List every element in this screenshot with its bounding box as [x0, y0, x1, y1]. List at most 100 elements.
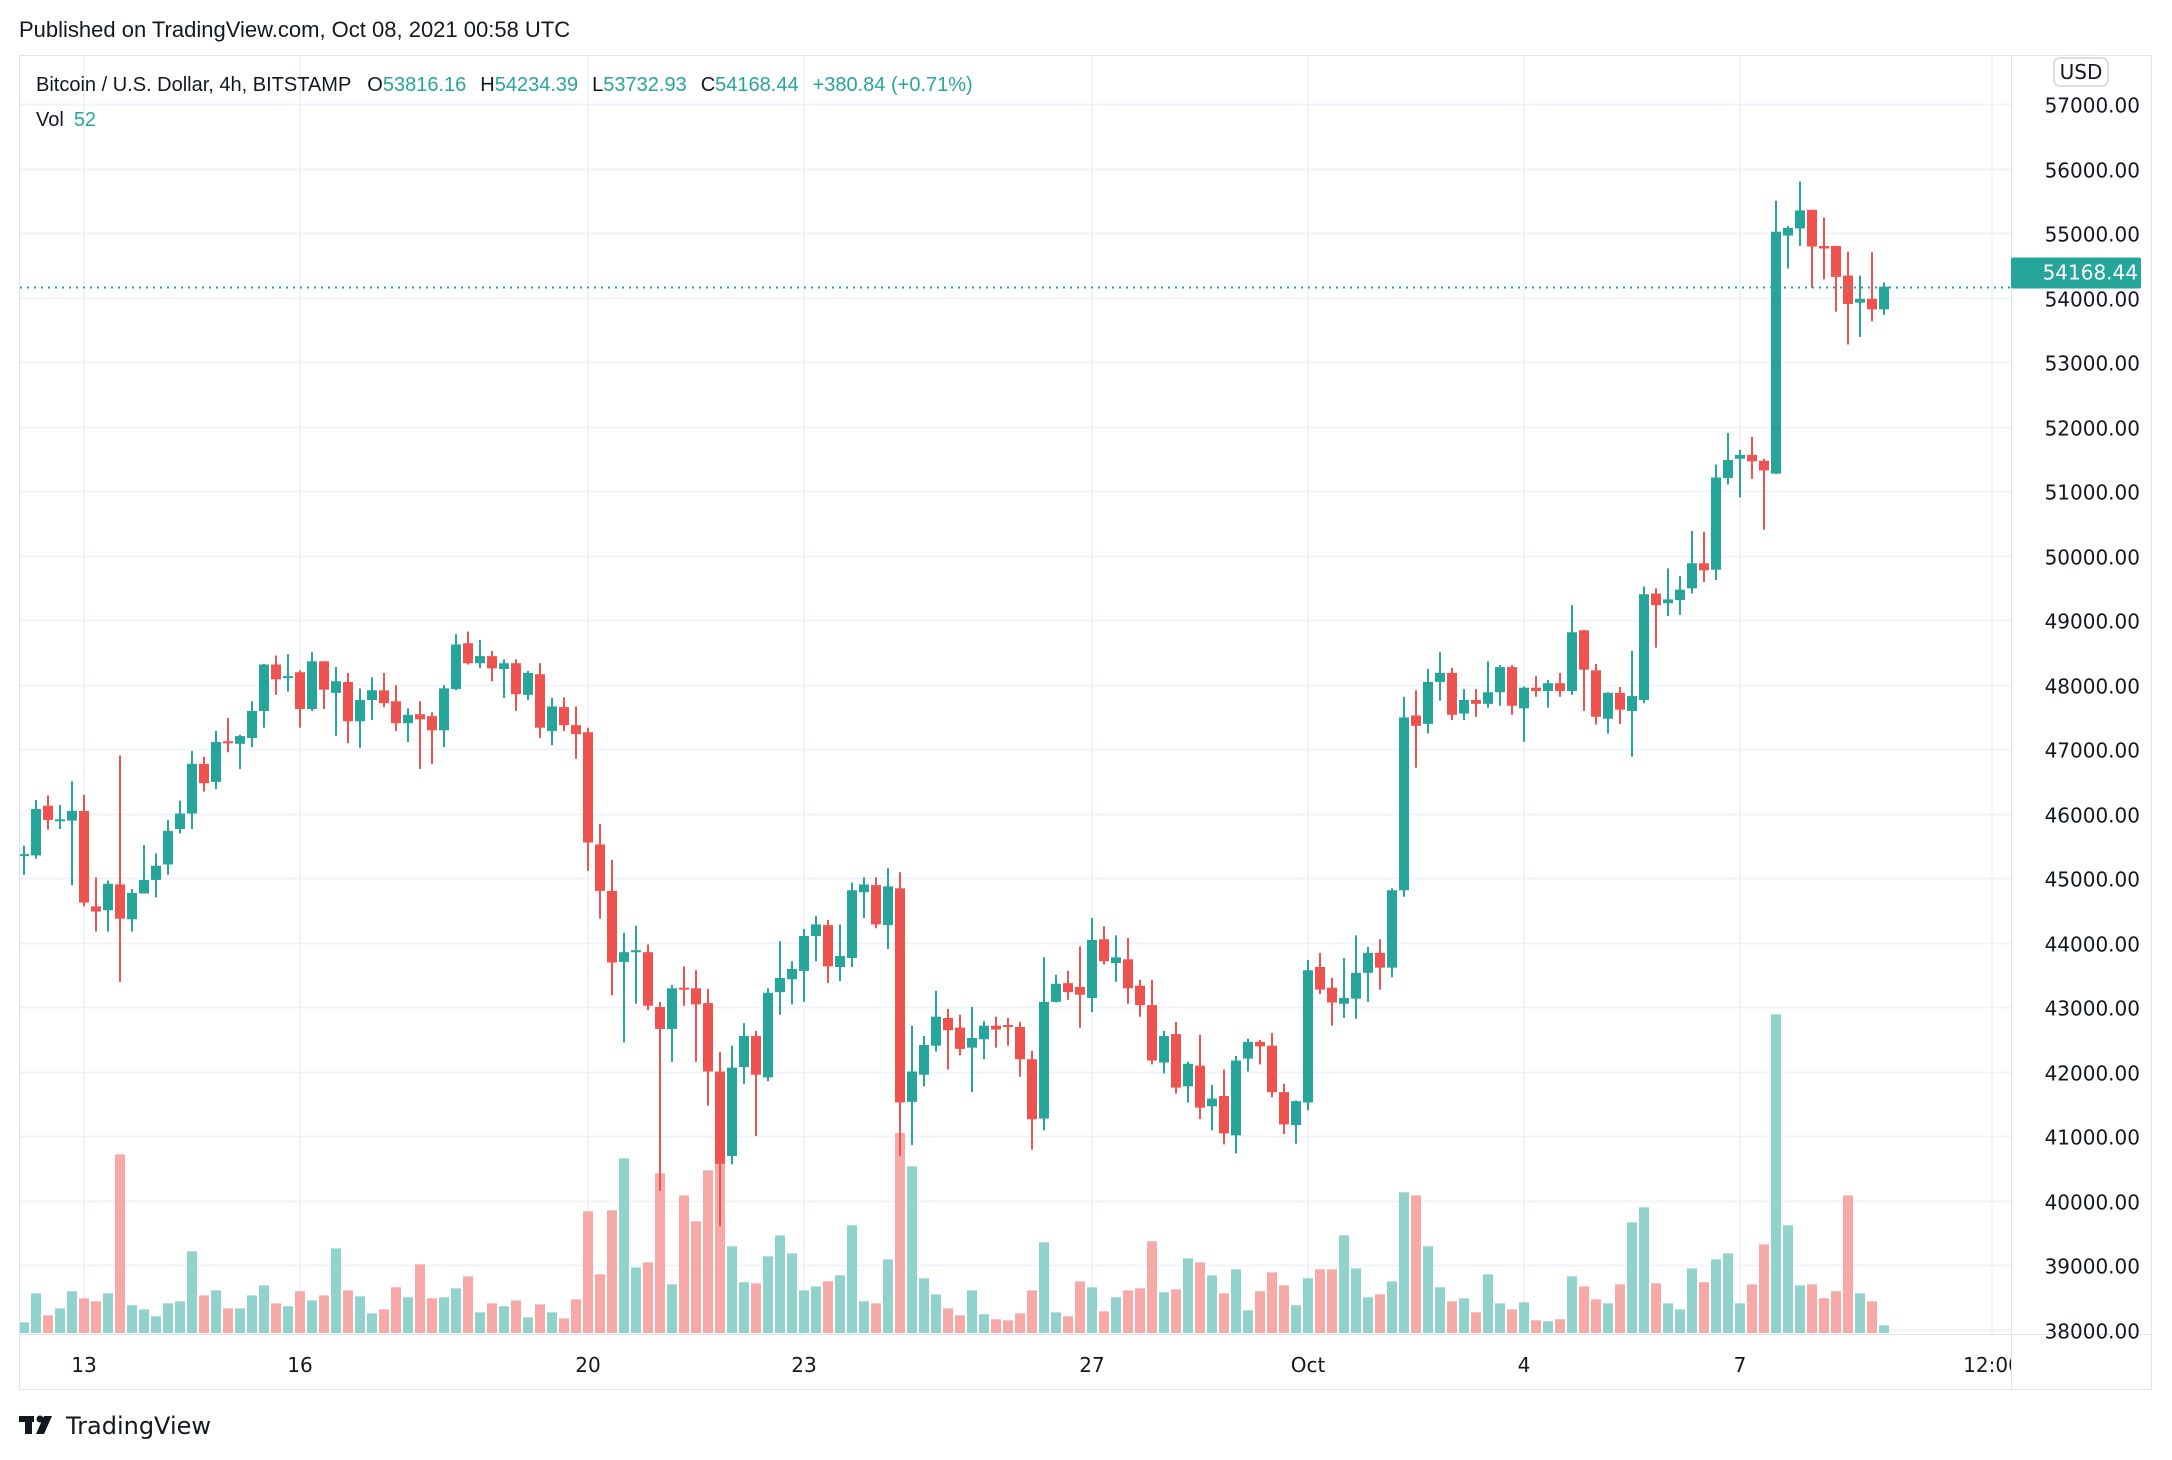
- candle[interactable]: [1579, 629, 1589, 711]
- candle[interactable]: [1099, 926, 1109, 965]
- candle[interactable]: [247, 701, 257, 748]
- candle[interactable]: [1531, 676, 1541, 697]
- candle[interactable]: [1795, 181, 1805, 246]
- candle[interactable]: [763, 988, 773, 1082]
- candle[interactable]: [1543, 679, 1553, 708]
- candle[interactable]: [55, 805, 65, 829]
- candle[interactable]: [751, 1030, 761, 1136]
- tradingview-logo[interactable]: TradingView: [19, 1412, 211, 1440]
- candle[interactable]: [775, 941, 785, 1015]
- candle[interactable]: [1807, 209, 1817, 288]
- candle[interactable]: [463, 631, 473, 665]
- candle[interactable]: [943, 1008, 953, 1070]
- candle[interactable]: [895, 872, 905, 1156]
- candle[interactable]: [979, 1021, 989, 1060]
- candle[interactable]: [655, 1001, 665, 1191]
- candle[interactable]: [31, 799, 41, 859]
- candle[interactable]: [499, 659, 509, 699]
- candle[interactable]: [1627, 650, 1637, 757]
- candle[interactable]: [1063, 970, 1073, 1000]
- candle[interactable]: [223, 718, 233, 753]
- candle[interactable]: [67, 781, 77, 886]
- candle[interactable]: [1519, 686, 1529, 742]
- candle[interactable]: [1411, 690, 1421, 768]
- candle[interactable]: [1291, 1100, 1301, 1144]
- candle[interactable]: [1495, 665, 1505, 706]
- candle[interactable]: [1843, 251, 1853, 345]
- candle[interactable]: [1375, 939, 1385, 990]
- candle[interactable]: [727, 1045, 737, 1165]
- candle[interactable]: [571, 706, 581, 759]
- candle[interactable]: [1867, 252, 1877, 322]
- candle[interactable]: [511, 659, 521, 711]
- candle[interactable]: [1111, 935, 1121, 982]
- candle[interactable]: [799, 928, 809, 1002]
- candle[interactable]: [175, 800, 185, 834]
- candle[interactable]: [1711, 464, 1721, 581]
- candle[interactable]: [1303, 959, 1313, 1111]
- candle[interactable]: [1243, 1038, 1253, 1072]
- candle[interactable]: [1603, 692, 1613, 734]
- candle[interactable]: [1315, 952, 1325, 995]
- candle[interactable]: [955, 1014, 965, 1056]
- candle[interactable]: [19, 845, 29, 875]
- candle[interactable]: [1087, 917, 1097, 1013]
- candle[interactable]: [415, 701, 425, 769]
- candle[interactable]: [631, 925, 641, 1004]
- candle[interactable]: [103, 880, 113, 932]
- candle[interactable]: [1615, 687, 1625, 724]
- candle[interactable]: [379, 672, 389, 708]
- candle[interactable]: [1219, 1069, 1229, 1145]
- candle[interactable]: [1507, 665, 1517, 715]
- candle[interactable]: [1483, 661, 1493, 708]
- candle[interactable]: [1591, 663, 1601, 725]
- candle[interactable]: [535, 663, 545, 739]
- candle[interactable]: [271, 655, 281, 695]
- candle[interactable]: [1183, 1061, 1193, 1103]
- candle[interactable]: [1831, 245, 1841, 312]
- candle[interactable]: [1663, 568, 1673, 617]
- candle[interactable]: [139, 845, 149, 894]
- candle[interactable]: [607, 859, 617, 996]
- candle[interactable]: [1363, 947, 1373, 1002]
- candle[interactable]: [1267, 1032, 1277, 1098]
- candle[interactable]: [1639, 586, 1649, 704]
- candle[interactable]: [919, 1036, 929, 1087]
- candle[interactable]: [1039, 957, 1049, 1131]
- candle[interactable]: [1771, 200, 1781, 475]
- candle[interactable]: [1435, 652, 1445, 701]
- candle[interactable]: [1471, 689, 1481, 717]
- candle[interactable]: [1147, 979, 1157, 1065]
- candle[interactable]: [715, 1052, 725, 1227]
- candle[interactable]: [1003, 1017, 1013, 1046]
- candle[interactable]: [1723, 432, 1733, 485]
- candle[interactable]: [235, 734, 245, 769]
- candle[interactable]: [79, 794, 89, 907]
- candle[interactable]: [403, 708, 413, 742]
- candle[interactable]: [859, 877, 869, 918]
- candle[interactable]: [91, 877, 101, 932]
- candle[interactable]: [451, 634, 461, 691]
- candle[interactable]: [151, 853, 161, 898]
- candle[interactable]: [295, 670, 305, 728]
- candle[interactable]: [391, 685, 401, 731]
- candle[interactable]: [1747, 436, 1757, 479]
- candle[interactable]: [475, 639, 485, 669]
- candle[interactable]: [1075, 946, 1085, 1028]
- candle[interactable]: [931, 990, 941, 1052]
- candle[interactable]: [307, 652, 317, 711]
- candle[interactable]: [1819, 217, 1829, 280]
- candle[interactable]: [1207, 1085, 1217, 1131]
- candle[interactable]: [115, 755, 125, 982]
- candle[interactable]: [595, 823, 605, 919]
- candle[interactable]: [1351, 935, 1361, 1019]
- time-axis[interactable]: 13 16 20 23 27 Oct 4 7 12:00: [71, 1353, 2021, 1377]
- candle[interactable]: [835, 924, 845, 982]
- candle[interactable]: [127, 888, 137, 932]
- candle[interactable]: [439, 685, 449, 748]
- candle[interactable]: [1699, 531, 1709, 582]
- candle[interactable]: [43, 795, 53, 830]
- candle[interactable]: [367, 677, 377, 720]
- candle[interactable]: [1171, 1021, 1181, 1094]
